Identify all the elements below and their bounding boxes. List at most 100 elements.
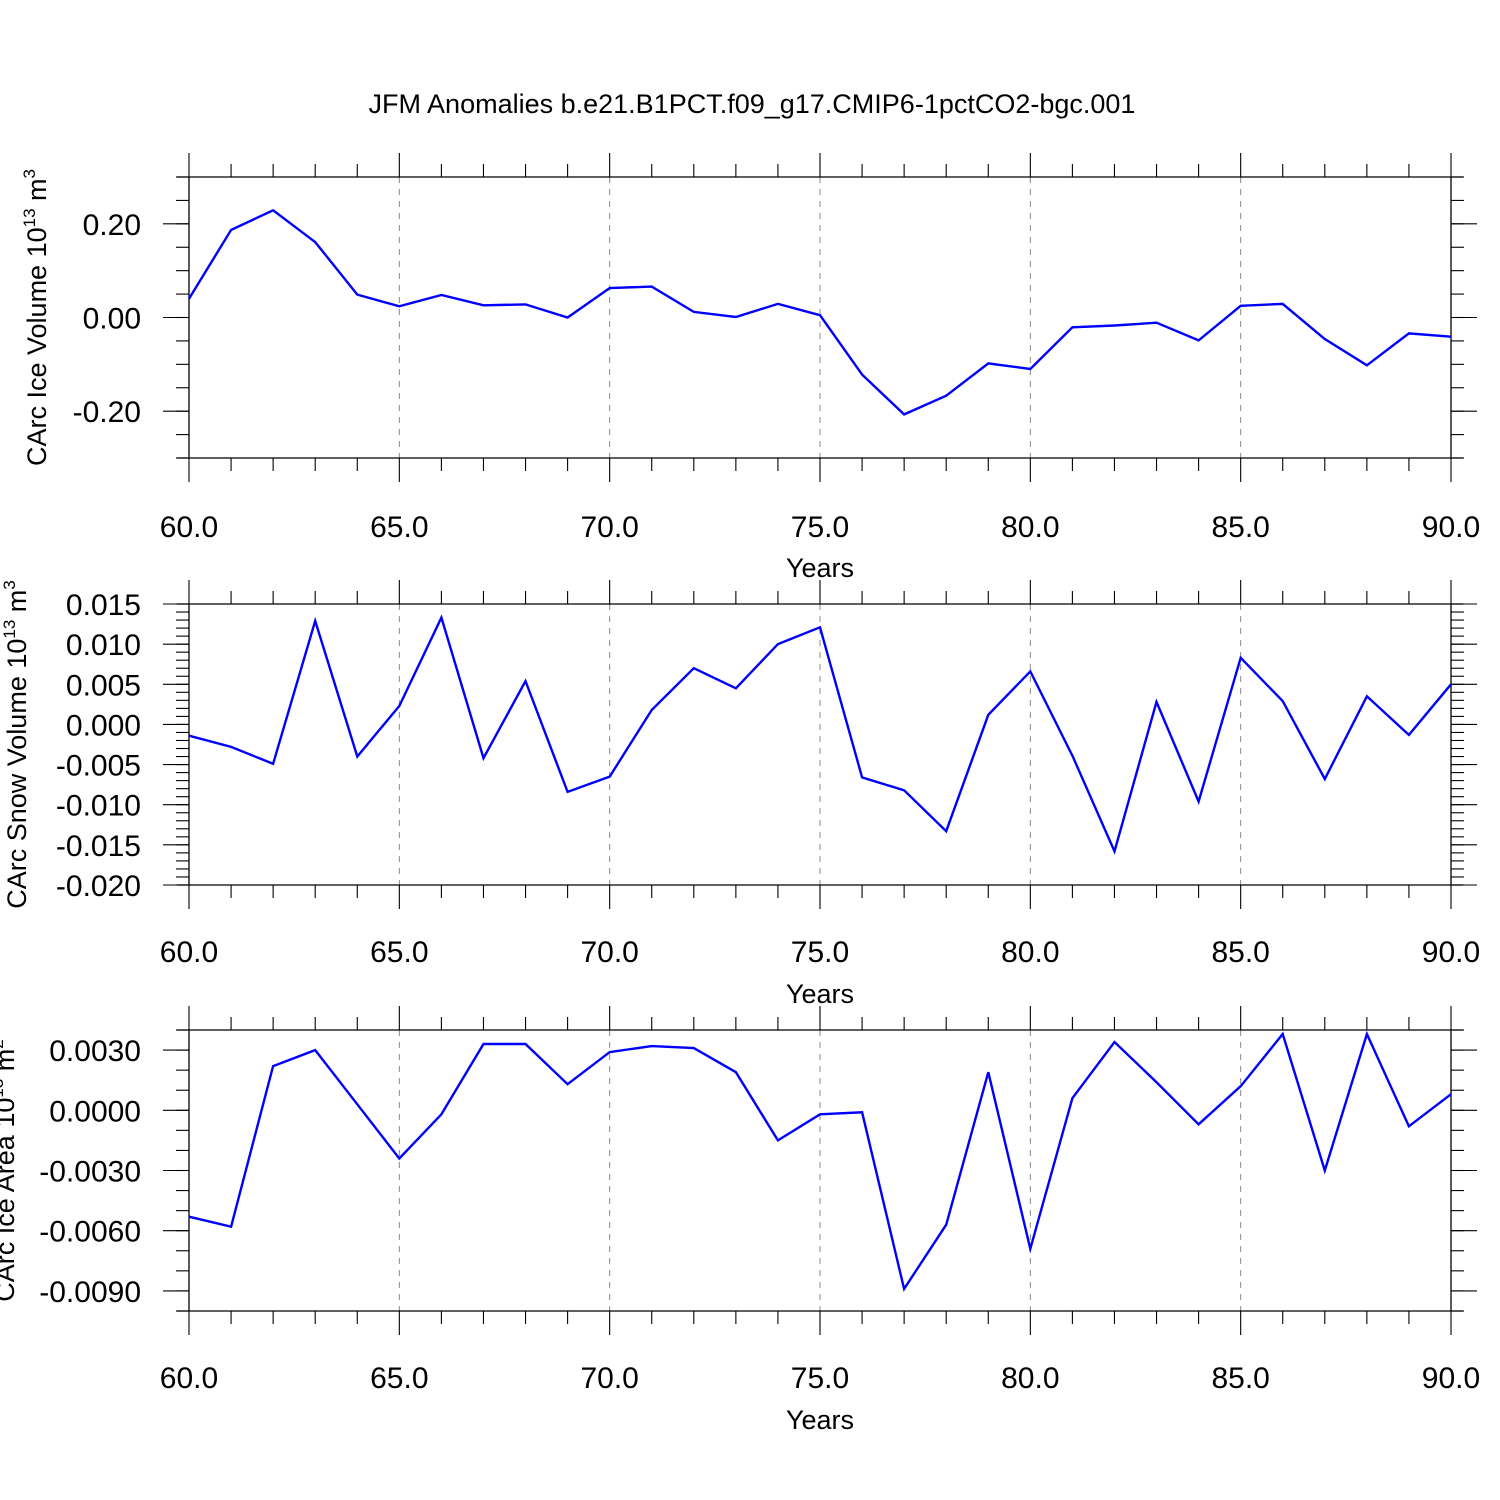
y-tick-label: 0.0000 <box>49 1095 141 1128</box>
y-tick-label: -0.0030 <box>39 1156 141 1189</box>
data-point <box>1408 1125 1410 1127</box>
data-point <box>608 775 610 777</box>
chart-title: JFM Anomalies b.e21.B1PCT.f09_g17.CMIP6-… <box>369 89 1136 119</box>
x-tick-label: 70.0 <box>580 936 638 969</box>
data-point <box>1197 339 1199 341</box>
data-point <box>566 316 568 318</box>
x-tick-label: 75.0 <box>791 511 849 544</box>
x-tick-label: 90.0 <box>1422 1362 1480 1395</box>
x-tick-label: 80.0 <box>1001 511 1059 544</box>
data-point <box>903 789 905 791</box>
data-point <box>1450 1093 1452 1095</box>
data-point <box>314 241 316 243</box>
data-point <box>987 1071 989 1073</box>
y-tick-label: 0.010 <box>66 629 141 662</box>
data-point <box>1197 1123 1199 1125</box>
data-point <box>651 1045 653 1047</box>
y-tick-label: 0.000 <box>66 709 141 742</box>
data-point <box>861 373 863 375</box>
data-point <box>1366 364 1368 366</box>
data-point <box>440 294 442 296</box>
series-line <box>188 1030 1452 1292</box>
data-point <box>1239 305 1241 307</box>
data-point <box>1282 1033 1284 1035</box>
data-point <box>903 413 905 415</box>
data-point <box>482 757 484 759</box>
y-tick-label: -0.015 <box>56 830 141 863</box>
data-point <box>1239 1085 1241 1087</box>
data-point <box>1071 1097 1073 1099</box>
data-point <box>524 1043 526 1045</box>
x-tick-label: 90.0 <box>1422 511 1480 544</box>
data-point <box>398 705 400 707</box>
x-tick-label: 75.0 <box>791 1362 849 1395</box>
data-point <box>693 311 695 313</box>
y-axis-title: CArc Snow Volume 1013 m3 <box>0 580 32 909</box>
data-point <box>1324 1169 1326 1171</box>
data-point <box>945 1223 947 1225</box>
data-point <box>945 830 947 832</box>
series-line <box>187 208 1452 416</box>
y-tick-label: 0.00 <box>83 303 141 336</box>
x-tick-label: 90.0 <box>1422 936 1480 969</box>
data-point <box>735 1071 737 1073</box>
data-point <box>314 1049 316 1051</box>
x-tick-label: 70.0 <box>580 1362 638 1395</box>
data-point <box>608 287 610 289</box>
y-tick-label: -0.005 <box>56 750 141 783</box>
y-tick-label: -0.020 <box>56 870 141 903</box>
y-tick-label: -0.0090 <box>39 1276 141 1309</box>
data-point <box>440 616 442 618</box>
data-point <box>230 1226 232 1228</box>
data-point <box>693 667 695 669</box>
x-tick-label: 60.0 <box>160 936 218 969</box>
y-axis-title: CArc Ice Volume 1013 m3 <box>20 169 52 466</box>
data-point <box>272 209 274 211</box>
data-point <box>188 734 190 736</box>
data-point <box>1155 321 1157 323</box>
x-tick-label: 85.0 <box>1211 511 1269 544</box>
y-tick-label: 0.20 <box>83 209 141 242</box>
data-point <box>861 776 863 778</box>
data-point <box>1113 1041 1115 1043</box>
x-axis-title: Years <box>786 1405 854 1435</box>
data-point <box>651 709 653 711</box>
data-point <box>735 687 737 689</box>
data-point <box>566 791 568 793</box>
data-point <box>987 362 989 364</box>
data-point <box>314 620 316 622</box>
data-point <box>1282 700 1284 702</box>
data-point <box>1155 701 1157 703</box>
x-axis-title: Years <box>786 979 854 1009</box>
data-point <box>1408 734 1410 736</box>
x-tick-label: 65.0 <box>370 936 428 969</box>
data-point <box>524 303 526 305</box>
data-point <box>1450 683 1452 685</box>
x-tick-label: 85.0 <box>1211 936 1269 969</box>
data-point <box>1324 778 1326 780</box>
data-point <box>1282 303 1284 305</box>
data-point <box>524 680 526 682</box>
data-point <box>482 304 484 306</box>
data-point <box>777 303 779 305</box>
data-point <box>1197 800 1199 802</box>
data-point <box>566 1083 568 1085</box>
data-point <box>1324 338 1326 340</box>
data-point <box>819 1113 821 1115</box>
data-point <box>272 763 274 765</box>
data-point <box>188 298 190 300</box>
y-tick-label: -0.010 <box>56 790 141 823</box>
x-tick-label: 70.0 <box>580 511 638 544</box>
data-point <box>819 314 821 316</box>
x-tick-label: 65.0 <box>370 511 428 544</box>
data-point <box>608 1051 610 1053</box>
data-point <box>861 1111 863 1113</box>
y-tick-label: 0.0030 <box>49 1035 141 1068</box>
data-point <box>903 1288 905 1290</box>
data-point <box>1366 1033 1368 1035</box>
data-point <box>272 1065 274 1067</box>
data-point <box>230 746 232 748</box>
x-tick-label: 60.0 <box>160 511 218 544</box>
data-point <box>1113 850 1115 852</box>
